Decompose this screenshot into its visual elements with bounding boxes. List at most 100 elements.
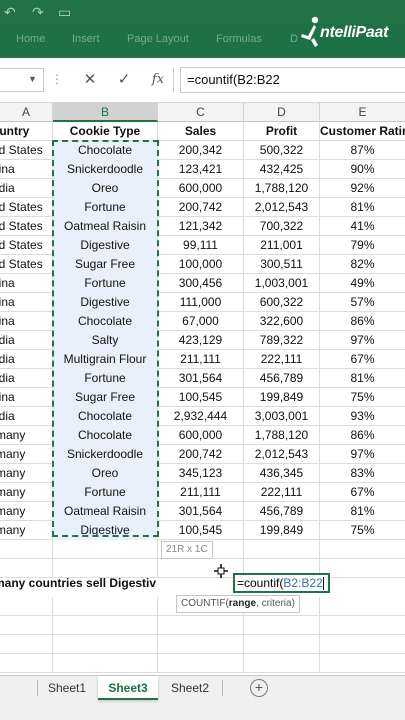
cell-rating[interactable]: 87% xyxy=(350,143,375,157)
tab-data[interactable]: D xyxy=(290,33,298,45)
cell-cookie-type[interactable]: Digestive xyxy=(53,293,158,312)
cell-profit[interactable]: 600,322 xyxy=(244,293,320,312)
cell-profit[interactable]: 3,003,001 xyxy=(244,407,320,426)
active-cell-editor[interactable]: =countif(B2:B22 xyxy=(233,573,330,593)
enter-button[interactable]: ✓ xyxy=(117,71,131,88)
cell-rating[interactable]: 92% xyxy=(350,181,375,195)
cancel-button[interactable]: ✕ xyxy=(83,71,97,88)
cell-sales[interactable]: 301,564 xyxy=(158,369,244,388)
header-sales[interactable]: Sales xyxy=(158,122,244,141)
cell-country[interactable]: ed States xyxy=(0,198,53,217)
table-cell[interactable] xyxy=(320,616,405,635)
cell-country[interactable]: ed States xyxy=(0,217,53,236)
table-cell[interactable] xyxy=(158,559,244,578)
cell-cookie-type[interactable]: Chocolate xyxy=(53,312,158,331)
cell-country[interactable]: ndia xyxy=(0,331,53,350)
cell-cookie-type[interactable]: Chocolate xyxy=(53,426,158,445)
cell-profit[interactable]: 211,001 xyxy=(244,236,320,255)
table-cell[interactable] xyxy=(244,540,320,559)
sheet-tab-sheet3[interactable]: Sheet3 xyxy=(98,676,158,700)
cell-sales[interactable]: 67,000 xyxy=(158,312,244,331)
cell-profit[interactable]: 456,789 xyxy=(244,369,320,388)
table-cell[interactable] xyxy=(158,654,244,673)
cell-cookie-type[interactable]: Snickerdoodle xyxy=(53,160,158,179)
cell-sales[interactable]: 123,421 xyxy=(158,160,244,179)
column-header-e[interactable]: E xyxy=(358,105,367,119)
cell-cookie-type[interactable]: Fortune xyxy=(53,198,158,217)
cell-sales[interactable]: 100,545 xyxy=(158,388,244,407)
table-cell[interactable] xyxy=(53,654,158,673)
cell-profit[interactable]: 199,849 xyxy=(244,388,320,407)
cell-rating[interactable]: 57% xyxy=(350,295,375,309)
cell-cookie-type[interactable]: Oreo xyxy=(53,464,158,483)
tab-home[interactable]: Home xyxy=(16,33,46,45)
cell-profit[interactable]: 199,849 xyxy=(244,521,320,540)
cell-profit[interactable]: 300,511 xyxy=(244,255,320,274)
cell-country[interactable]: rmany xyxy=(0,464,53,483)
cell-sales[interactable]: 345,123 xyxy=(158,464,244,483)
table-cell[interactable] xyxy=(0,540,53,559)
column-header-a[interactable]: A xyxy=(0,103,53,122)
table-cell[interactable] xyxy=(0,597,53,616)
table-cell[interactable] xyxy=(244,616,320,635)
formula-input[interactable]: =countif(B2:B22 xyxy=(180,67,405,93)
cell-rating[interactable]: 41% xyxy=(350,219,375,233)
cell-country[interactable]: ed States xyxy=(0,236,53,255)
table-cell[interactable] xyxy=(53,616,158,635)
cell-profit[interactable]: 222,111 xyxy=(244,350,320,369)
header-country[interactable]: ountry xyxy=(0,122,53,141)
tab-insert[interactable]: Insert xyxy=(72,33,100,45)
table-cell[interactable] xyxy=(53,597,158,616)
cell-sales[interactable]: 100,545 xyxy=(158,521,244,540)
cell-profit[interactable]: 222,111 xyxy=(244,483,320,502)
cell-country[interactable]: ndia xyxy=(0,179,53,198)
cell-cookie-type[interactable]: Fortune xyxy=(53,483,158,502)
cell-rating[interactable]: 90% xyxy=(350,162,375,176)
column-header-b[interactable]: B xyxy=(53,103,158,122)
table-cell[interactable] xyxy=(244,597,320,616)
cell-cookie-type[interactable]: Salty xyxy=(53,331,158,350)
table-cell[interactable] xyxy=(158,540,244,559)
cell-country[interactable]: ed States xyxy=(0,255,53,274)
cell-cookie-type[interactable]: Chocolate xyxy=(53,141,158,160)
cell-country[interactable]: ed States xyxy=(0,141,53,160)
cell-profit[interactable]: 2,012,543 xyxy=(244,445,320,464)
question-cell[interactable]: many countries sell Digestiv xyxy=(0,576,157,590)
cell-country[interactable]: hina xyxy=(0,293,53,312)
cell-country[interactable]: rmany xyxy=(0,502,53,521)
cell-sales[interactable]: 100,000 xyxy=(158,255,244,274)
name-box[interactable] xyxy=(0,68,44,92)
cell-rating[interactable]: 75% xyxy=(350,390,375,404)
cell-cookie-type[interactable]: Digestive xyxy=(53,521,158,540)
cell-sales[interactable]: 200,742 xyxy=(158,445,244,464)
cell-country[interactable]: rmany xyxy=(0,426,53,445)
tab-page-layout[interactable]: Page Layout xyxy=(127,33,189,45)
cell-rating[interactable]: 81% xyxy=(350,200,375,214)
table-cell[interactable] xyxy=(53,635,158,654)
table-cell[interactable] xyxy=(0,616,53,635)
cell-profit[interactable]: 2,012,543 xyxy=(244,198,320,217)
table-cell[interactable] xyxy=(244,559,320,578)
cell-country[interactable]: ndia xyxy=(0,350,53,369)
column-header-d[interactable]: D xyxy=(244,103,320,122)
cell-profit[interactable]: 700,322 xyxy=(244,217,320,236)
table-cell[interactable] xyxy=(0,635,53,654)
cell-country[interactable]: hina xyxy=(0,312,53,331)
cell-profit[interactable]: 1,003,001 xyxy=(244,274,320,293)
cell-cookie-type[interactable]: Chocolate xyxy=(53,407,158,426)
cell-country[interactable]: ndia xyxy=(0,407,53,426)
tab-formulas[interactable]: Formulas xyxy=(216,33,262,45)
cell-cookie-type[interactable]: Oatmeal Raisin xyxy=(53,217,158,236)
cell-sales[interactable]: 121,342 xyxy=(158,217,244,236)
cell-profit[interactable]: 432,425 xyxy=(244,160,320,179)
table-cell[interactable] xyxy=(244,654,320,673)
cell-country[interactable]: ndia xyxy=(0,369,53,388)
column-header-c[interactable]: C xyxy=(158,103,244,122)
cell-profit[interactable]: 456,789 xyxy=(244,502,320,521)
table-cell[interactable] xyxy=(320,597,405,616)
header-customer-rating[interactable]: Customer Ratin xyxy=(320,124,405,138)
save-icon[interactable]: ▭ xyxy=(58,4,72,20)
cell-profit[interactable]: 500,322 xyxy=(244,141,320,160)
table-cell[interactable] xyxy=(0,559,53,578)
function-name[interactable]: COUNTIF( xyxy=(181,598,229,609)
